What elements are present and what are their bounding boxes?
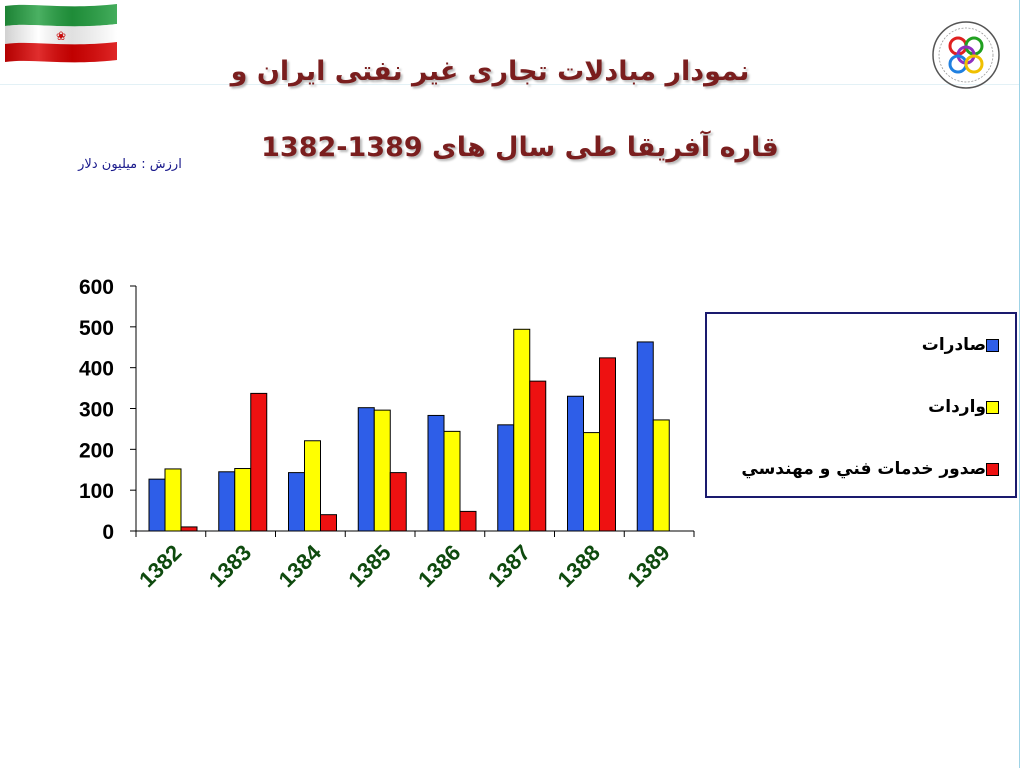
x-tick-label-1389: 1389 [622, 540, 674, 592]
bar-services-1386 [459, 510, 477, 532]
chart-title-line-1: نمودار مبادلات تجاری غیر نفتی ایران و [230, 56, 750, 87]
unit-note: ارزش : میلیون دلار [78, 157, 182, 172]
bar-services-1387 [529, 380, 547, 532]
bar-imports-1385 [373, 409, 391, 532]
bar-exports-1382 [148, 478, 166, 532]
bar-imports-1382 [164, 468, 182, 532]
bar-services-1388 [599, 357, 616, 532]
bar-exports-1385 [357, 407, 375, 532]
y-tick-label-500: 500 [79, 317, 114, 340]
y-tick-label-400: 400 [79, 358, 114, 381]
bar-exports-1383 [218, 471, 236, 532]
bar-services-1385 [389, 472, 407, 532]
legend-item-imports: واردات [922, 396, 999, 418]
x-tick-label-1384: 1384 [274, 539, 327, 592]
legend-swatch-exports [986, 338, 999, 352]
bar-exports-1387 [497, 424, 515, 532]
header-divider [0, 84, 1019, 85]
y-tick-label-0: 0 [102, 521, 114, 544]
legend-swatch-services [986, 462, 999, 476]
bar-imports-1388 [583, 432, 600, 532]
chart-title-line-2: قاره آفریقا طی سال های 1389-1382 [261, 132, 779, 163]
x-tick-label-1386: 1386 [413, 540, 465, 592]
legend-item-exports: صادرات [916, 334, 999, 356]
bar-imports-1384 [304, 440, 321, 532]
x-tick-label-1387: 1387 [483, 540, 535, 592]
bar-chart: 0 100 200 300 400 500 600 1382 1383 1384 1385 1386 1… [79, 276, 695, 592]
bar-imports-1383 [234, 468, 252, 532]
organization-seal-icon [932, 21, 1000, 89]
y-tick-label-600: 600 [79, 276, 114, 299]
y-tick-label-300: 300 [79, 399, 114, 422]
x-tick-label-1383: 1383 [204, 540, 256, 592]
bar-imports-1389 [652, 419, 670, 532]
x-tick-label-1385: 1385 [343, 540, 395, 592]
bar-exports-1386 [427, 414, 445, 532]
bar-exports-1388 [567, 395, 584, 532]
bar-services-1384 [320, 514, 337, 532]
legend-label-exports: صادرات [921, 335, 986, 355]
legend-label-imports: واردات [928, 397, 986, 417]
bar-imports-1387 [513, 328, 531, 532]
bar-services-1383 [250, 392, 268, 532]
y-tick-label-200: 200 [79, 439, 114, 462]
bar-exports-1384 [288, 472, 305, 532]
x-tick-label-1382: 1382 [134, 540, 186, 592]
bar-services-1382 [180, 526, 198, 532]
bar-exports-1389 [636, 341, 654, 532]
legend-swatch-imports [986, 400, 999, 414]
legend-label-services: صدور خدمات فني و مهندسي [741, 459, 986, 479]
x-tick-label-1388: 1388 [553, 540, 605, 592]
legend-item-services: صدور خدمات فني و مهندسي [735, 458, 999, 480]
chart-legend: صادرات واردات صدور خدمات فني و مهندسي [705, 312, 1017, 498]
iran-flag-icon: ❀ [5, 4, 117, 63]
bar-imports-1386 [443, 430, 461, 532]
slide-right-border [1019, 0, 1020, 768]
y-tick-label-100: 100 [79, 480, 114, 503]
